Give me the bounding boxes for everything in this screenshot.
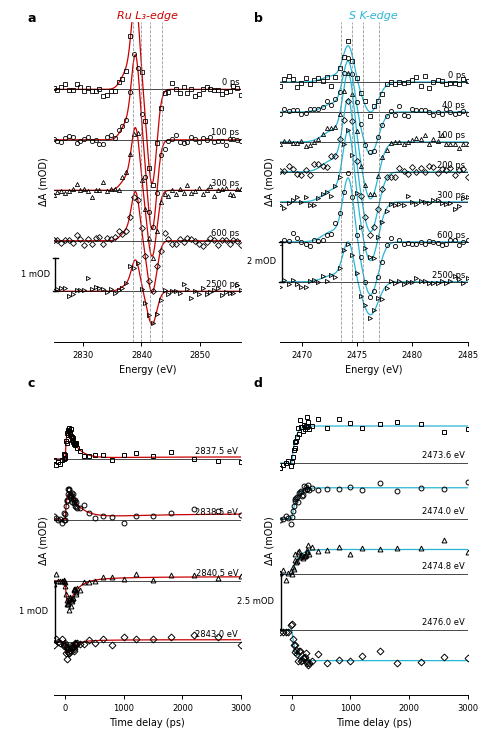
Text: 2474.8 eV: 2474.8 eV <box>422 562 465 571</box>
X-axis label: Energy (eV): Energy (eV) <box>345 365 403 376</box>
Y-axis label: ΔA (mOD): ΔA (mOD) <box>264 157 275 207</box>
Text: 100 ps: 100 ps <box>211 128 239 137</box>
Text: c: c <box>27 376 35 390</box>
X-axis label: Time delay (ps): Time delay (ps) <box>336 718 412 728</box>
Text: 2500 ps: 2500 ps <box>432 270 465 280</box>
Y-axis label: ΔA (mOD): ΔA (mOD) <box>264 516 275 564</box>
Text: 2 mOD: 2 mOD <box>247 257 276 266</box>
Text: 0 ps: 0 ps <box>448 71 465 80</box>
Y-axis label: ΔA (mOD): ΔA (mOD) <box>38 516 48 564</box>
Text: 300 ps: 300 ps <box>437 191 465 200</box>
Text: d: d <box>254 376 262 390</box>
Text: 2500 ps: 2500 ps <box>206 279 239 289</box>
Text: 100 ps: 100 ps <box>437 131 465 140</box>
Text: 0 ps: 0 ps <box>222 78 239 87</box>
Text: 1 mOD: 1 mOD <box>20 270 50 279</box>
Text: 2838.5 eV: 2838.5 eV <box>195 508 238 517</box>
Title: Ru L₃-edge: Ru L₃-edge <box>117 11 178 21</box>
Text: 2837.5 eV: 2837.5 eV <box>195 447 238 456</box>
Text: 300 ps: 300 ps <box>211 179 239 187</box>
Text: 600 ps: 600 ps <box>437 231 465 240</box>
Text: 40 ps: 40 ps <box>442 101 465 110</box>
Title: S K-edge: S K-edge <box>349 11 398 21</box>
Text: 600 ps: 600 ps <box>211 229 239 238</box>
X-axis label: Energy (eV): Energy (eV) <box>118 365 176 376</box>
Text: b: b <box>254 12 262 26</box>
Text: 2474.0 eV: 2474.0 eV <box>422 506 465 515</box>
Text: 2.5 mOD: 2.5 mOD <box>238 598 275 606</box>
Text: 2473.6 eV: 2473.6 eV <box>422 451 465 460</box>
X-axis label: Time delay (ps): Time delay (ps) <box>110 718 185 728</box>
Text: 1 mOD: 1 mOD <box>19 607 48 616</box>
Text: a: a <box>27 12 36 26</box>
Text: 2843.0 eV: 2843.0 eV <box>195 629 238 639</box>
Text: 2840.5 eV: 2840.5 eV <box>195 569 238 578</box>
Text: 200 ps: 200 ps <box>437 161 465 170</box>
Text: 2476.0 eV: 2476.0 eV <box>422 617 465 627</box>
Y-axis label: ΔA (mOD): ΔA (mOD) <box>38 157 48 207</box>
